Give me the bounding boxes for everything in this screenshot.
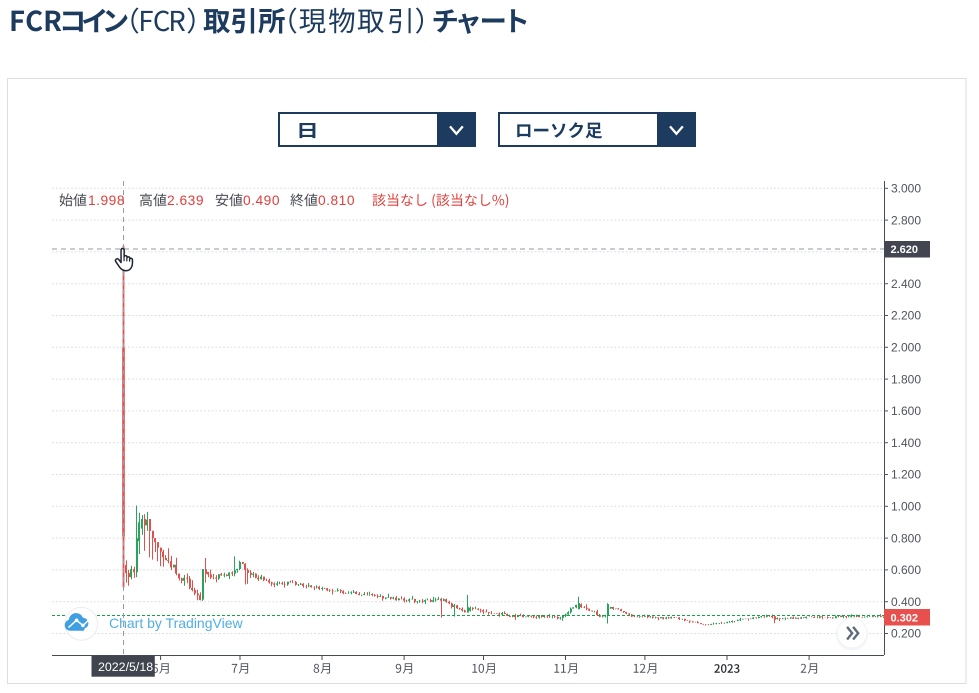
svg-text:2022/5/18: 2022/5/18 <box>98 660 153 674</box>
svg-text:1.400: 1.400 <box>891 436 921 450</box>
svg-text:2.639: 2.639 <box>167 193 204 208</box>
svg-text:2.000: 2.000 <box>891 341 921 355</box>
svg-text:2.200: 2.200 <box>891 309 921 323</box>
svg-text:0.302: 0.302 <box>891 612 919 624</box>
svg-text:1.600: 1.600 <box>891 404 921 418</box>
svg-text:0.800: 0.800 <box>891 531 921 545</box>
svg-text:2.620: 2.620 <box>891 244 919 256</box>
svg-text:1.998: 1.998 <box>88 193 125 208</box>
svg-text:0.200: 0.200 <box>891 627 921 641</box>
svg-text:0.600: 0.600 <box>891 563 921 577</box>
svg-text:1.000: 1.000 <box>891 500 921 514</box>
svg-text:0.810: 0.810 <box>318 193 355 208</box>
svg-text:1.200: 1.200 <box>891 468 921 482</box>
svg-text:1.800: 1.800 <box>891 372 921 386</box>
svg-text:Chart by TradingView: Chart by TradingView <box>109 615 243 631</box>
svg-text:0.490: 0.490 <box>243 193 280 208</box>
svg-text:3.000: 3.000 <box>891 182 921 196</box>
svg-text:2.400: 2.400 <box>891 277 921 291</box>
svg-text:2.800: 2.800 <box>891 213 921 227</box>
svg-text:0.400: 0.400 <box>891 595 921 609</box>
